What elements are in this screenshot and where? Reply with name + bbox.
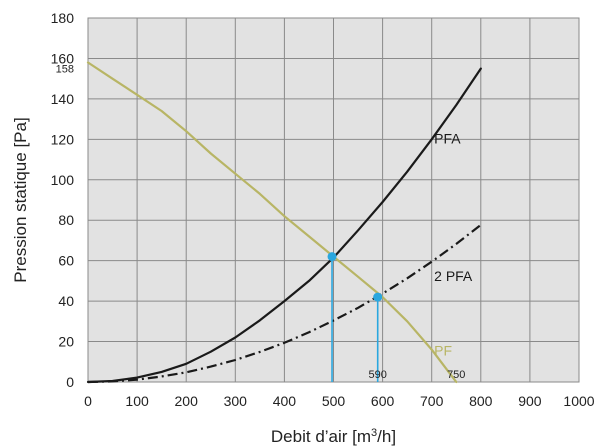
x-tick-label: 0 <box>84 393 92 409</box>
series-label-2pfa: 2 PFA <box>434 268 473 284</box>
y-tick-label: 40 <box>58 293 74 309</box>
y-tick-label: 100 <box>51 172 75 188</box>
x-tick-label: 800 <box>469 393 493 409</box>
operating-points <box>327 252 383 382</box>
series-layer <box>86 61 482 384</box>
x-tick-label: 500 <box>322 393 346 409</box>
pf-start-value-label: 158 <box>56 63 74 75</box>
y-tick-label: 180 <box>51 10 75 26</box>
series-label-pf: PF <box>434 343 452 359</box>
x-tick-label: 400 <box>273 393 297 409</box>
series-line-pfa <box>86 67 482 384</box>
x-tick-label: 1000 <box>563 393 594 409</box>
series-line-2pfa <box>87 224 482 384</box>
x-tick-label: 600 <box>371 393 395 409</box>
y-axis-title: Pression statique [Pa] <box>11 117 30 282</box>
y-tick-label: 140 <box>51 91 75 107</box>
annotations: 158 590 750 <box>56 63 466 381</box>
y-tick-label: 80 <box>58 212 74 228</box>
series-line-pf <box>86 61 458 384</box>
x-tick-label: 700 <box>420 393 444 409</box>
x-tick-label: 900 <box>518 393 542 409</box>
series-label-pfa: PFA <box>434 130 461 146</box>
x-tick-label: 300 <box>224 393 248 409</box>
operating-point-marker <box>327 252 337 262</box>
x-axis-title: Debit d’air [m3/h] <box>271 427 396 446</box>
y-tick-label: 160 <box>51 50 75 66</box>
y-tick-label: 0 <box>66 374 74 390</box>
y-tick-label: 120 <box>51 131 75 147</box>
operating-point-marker <box>373 292 383 302</box>
pf-end-value-label: 750 <box>447 369 465 381</box>
x-tick-label: 100 <box>125 393 149 409</box>
series-labels: PFA 2 PFA PF <box>434 130 473 358</box>
grid <box>87 17 580 383</box>
op2-flow-value-label: 590 <box>369 369 387 381</box>
x-tick-label: 200 <box>175 393 199 409</box>
y-tick-label: 60 <box>58 253 74 269</box>
tick-labels: 0 100 200 300 400 500 600 700 800 900 1000 0 20 40 60 8… <box>51 10 595 409</box>
y-tick-label: 20 <box>58 334 74 350</box>
